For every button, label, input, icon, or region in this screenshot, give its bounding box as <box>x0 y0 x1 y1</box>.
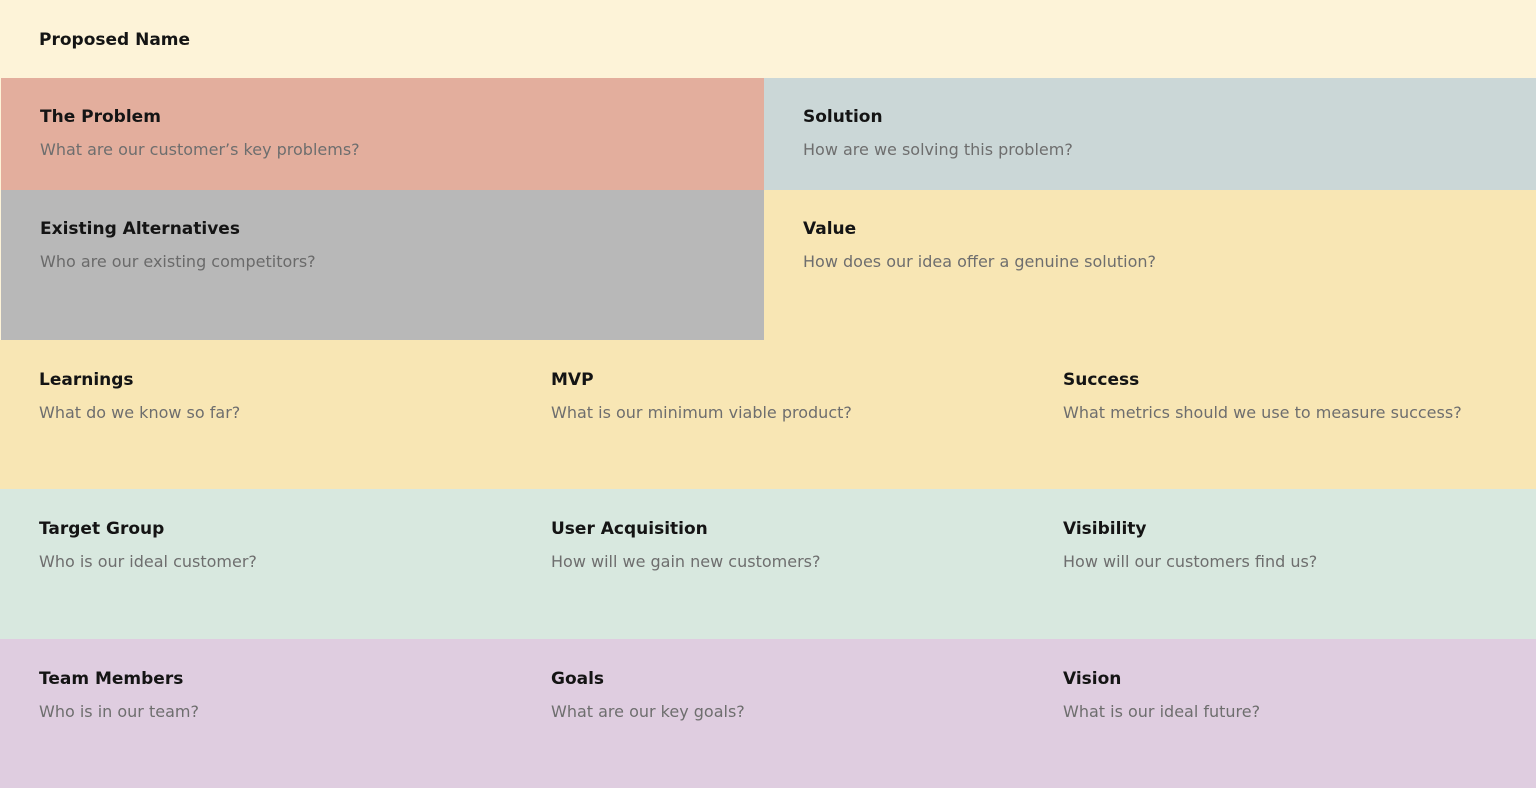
mvp-section[interactable]: MVP What is our minimum viable product? <box>512 340 1024 489</box>
success-prompt: What metrics should we use to measure su… <box>1063 403 1462 422</box>
user-acquisition-title: User Acquisition <box>551 519 708 539</box>
user-acquisition-section[interactable]: User Acquisition How will we gain new cu… <box>512 489 1024 639</box>
visibility-section[interactable]: Visibility How will our customers find u… <box>1024 489 1536 639</box>
mvp-prompt: What is our minimum viable product? <box>551 403 852 422</box>
vision-prompt: What is our ideal future? <box>1063 702 1261 721</box>
value-prompt: How does our idea offer a genuine soluti… <box>803 252 1156 271</box>
value-title: Value <box>803 219 857 239</box>
user-acquisition-prompt: How will we gain new customers? <box>551 552 821 571</box>
goals-section[interactable]: Goals What are our key goals? <box>512 639 1024 788</box>
existing-alternatives-title: Existing Alternatives <box>40 219 240 239</box>
target-group-section[interactable]: Target Group Who is our ideal customer? <box>0 489 512 639</box>
learnings-prompt: What do we know so far? <box>39 403 241 422</box>
team-members-prompt: Who is in our team? <box>39 702 199 721</box>
value-section[interactable]: Value How does our idea offer a genuine … <box>764 190 1536 340</box>
success-title: Success <box>1063 370 1140 390</box>
existing-alternatives-section[interactable]: Existing Alternatives Who are our existi… <box>1 190 764 340</box>
solution-title: Solution <box>803 107 883 127</box>
row-band-team <box>0 639 1536 788</box>
target-group-title: Target Group <box>39 519 165 539</box>
team-members-title: Team Members <box>39 669 184 689</box>
target-group-prompt: Who is our ideal customer? <box>39 552 257 571</box>
existing-alternatives-prompt: Who are our existing competitors? <box>40 252 316 271</box>
success-section[interactable]: Success What metrics should we use to me… <box>1024 340 1536 489</box>
visibility-title: Visibility <box>1063 519 1147 539</box>
problem-section[interactable]: The Problem What are our customer’s key … <box>1 78 764 190</box>
goals-title: Goals <box>551 669 605 689</box>
solution-section[interactable]: Solution How are we solving this problem… <box>764 78 1536 190</box>
proposed-name-title: Proposed Name <box>39 30 191 50</box>
vision-title: Vision <box>1063 669 1122 689</box>
vision-section[interactable]: Vision What is our ideal future? <box>1024 639 1536 788</box>
goals-prompt: What are our key goals? <box>551 702 745 721</box>
mvp-title: MVP <box>551 370 594 390</box>
visibility-prompt: How will our customers find us? <box>1063 552 1318 571</box>
row-band-target <box>0 489 1536 639</box>
learnings-section[interactable]: Learnings What do we know so far? <box>0 340 512 489</box>
row-band-learnings <box>0 340 1536 489</box>
problem-prompt: What are our customer’s key problems? <box>40 140 360 159</box>
proposed-name-section[interactable]: Proposed Name <box>0 0 1536 78</box>
solution-prompt: How are we solving this problem? <box>803 140 1073 159</box>
learnings-title: Learnings <box>39 370 134 390</box>
problem-title: The Problem <box>40 107 161 127</box>
team-members-section[interactable]: Team Members Who is in our team? <box>0 639 512 788</box>
